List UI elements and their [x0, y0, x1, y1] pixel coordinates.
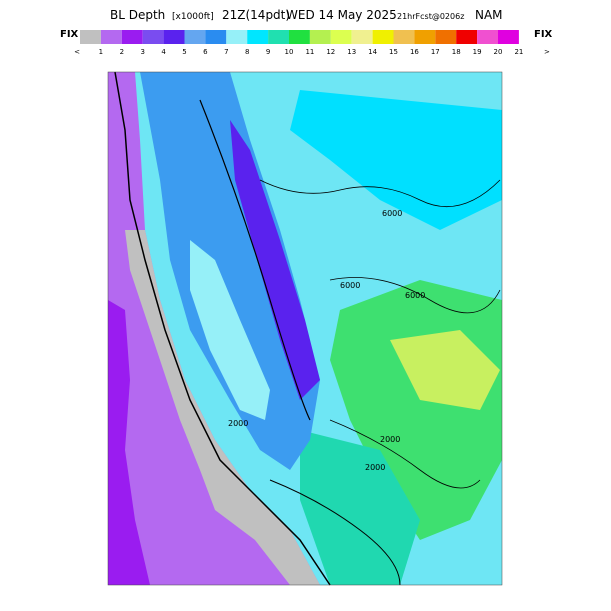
contour-label: 2000 [365, 463, 385, 472]
contour [114, 71, 331, 586]
colorbar-tick-label: 11 [305, 48, 314, 56]
color-swatch [309, 30, 331, 44]
color-swatch [205, 30, 227, 44]
fix-label: FIX [60, 29, 79, 40]
region [300, 430, 420, 585]
colorbar-tick-label: 16 [410, 48, 419, 56]
contour-label: 2000 [228, 419, 248, 428]
color-swatch [100, 30, 122, 44]
coast-strip [125, 230, 320, 585]
colorbar-tick-label: 15 [389, 48, 398, 56]
color-swatch [498, 30, 519, 44]
colorbar-tick-label: 10 [285, 48, 294, 56]
colorbar-tick-label: 20 [494, 48, 503, 56]
title: BL Depth [x1000ft] 21Z(14pdt) WED 14 May… [110, 4, 503, 23]
contour [259, 179, 501, 207]
region [140, 72, 320, 470]
colorbar-tick-label: 4 [161, 48, 166, 56]
contour-label: 2000 [380, 435, 400, 444]
colorbar-tick-label: > [544, 48, 550, 56]
color-swatch [393, 30, 415, 44]
color-swatch [289, 30, 310, 44]
map-border [107, 71, 503, 586]
colorbar-tick-label: 13 [347, 48, 356, 56]
color-swatch [247, 30, 269, 44]
contour [199, 99, 311, 421]
colorbar-tick-label: 8 [245, 48, 249, 56]
color-swatch [268, 30, 289, 44]
contour-label: 6000 [382, 209, 402, 218]
region [190, 240, 270, 420]
region [390, 330, 500, 410]
colorbar-tick-label: 17 [431, 48, 440, 56]
color-swatch [226, 30, 248, 44]
colorbar-tick-label: 1 [99, 48, 103, 56]
fix-label: FIX [534, 29, 553, 40]
contour-label: 6000 [405, 291, 425, 300]
contour [329, 277, 501, 314]
colorbar: <1 2 3 4 5 6 7 8 9 10 11 12 13 14 15 16 17 18 19 20 21 > [74, 30, 550, 56]
colorbar-tick-label: 3 [140, 48, 144, 56]
colorbar-tick-label: 19 [473, 48, 482, 56]
colorbar-tick-label: < [74, 48, 80, 56]
colorbar-tick-label: 21 [514, 48, 523, 56]
contour [269, 479, 401, 586]
colorbar-tick-label: 6 [203, 48, 208, 56]
title-part: BL Depth [110, 8, 165, 22]
region [230, 120, 320, 400]
map: 6000 6000 6000 2000 2000 2000 [107, 71, 503, 586]
title-part: [x1000ft] [172, 12, 214, 22]
color-swatch [163, 30, 185, 44]
color-swatch [456, 30, 478, 44]
color-swatch [121, 30, 143, 44]
color-swatch [351, 30, 373, 44]
color-swatch [330, 30, 352, 44]
colorbar-tick-label: 2 [120, 48, 124, 56]
colorbar-tick-label: 9 [266, 48, 270, 56]
region [290, 90, 502, 230]
color-swatch [184, 30, 206, 44]
ocean-dark [108, 300, 150, 585]
color-swatch [477, 30, 498, 44]
ocean [108, 72, 320, 585]
color-swatch [435, 30, 457, 44]
title-part: 21Z(14pdt) [222, 8, 290, 22]
color-swatch [414, 30, 436, 44]
colorbar-tick-label: 5 [182, 48, 186, 56]
color-swatch [372, 30, 394, 44]
color-swatch [142, 30, 164, 44]
title-part: 21hrFcst@0206z [397, 12, 464, 21]
contour-label: 6000 [340, 281, 360, 290]
colorbar-tick-label: 18 [452, 48, 461, 56]
title-part: WED 14 May 2025 [286, 8, 397, 22]
colorbar-tick-label: 12 [326, 48, 335, 56]
title-part: NAM [475, 8, 503, 22]
color-swatch [80, 30, 101, 44]
colorbar-tick-label: 14 [368, 48, 377, 56]
colorbar-tick-label: 7 [224, 48, 228, 56]
contour [329, 419, 481, 489]
